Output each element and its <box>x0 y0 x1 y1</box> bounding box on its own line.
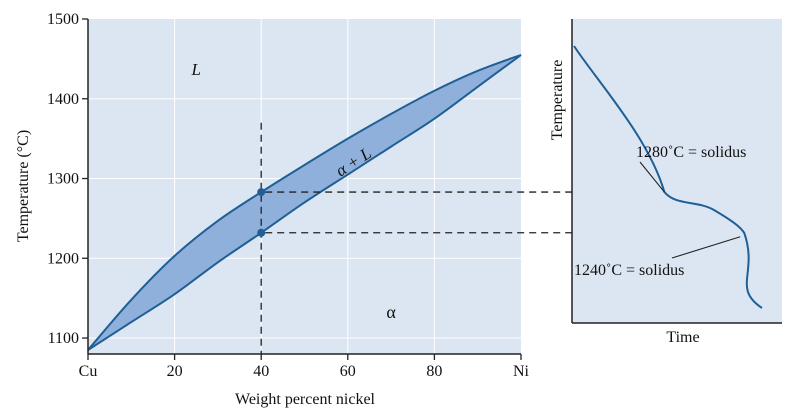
liquidus-curve <box>87 53 522 351</box>
tie-point-0 <box>257 188 266 197</box>
tie-point-1 <box>257 228 266 237</box>
phase-axes <box>82 18 522 360</box>
x-tick-label-5: Ni <box>513 363 530 380</box>
y-tick-label-3: 1400 <box>47 91 79 108</box>
cooling-curve <box>573 45 763 309</box>
cooling-curve-chart: 1280˚C = solidus 1240˚C = solidus Time T… <box>549 19 782 346</box>
annotation-1240-solidus: 1240˚C = solidus <box>574 262 684 279</box>
y-tick-labels: 1100 1200 1300 1400 1500 <box>47 11 79 347</box>
annotation-leader-1280 <box>639 161 665 193</box>
cooling-y-axis-title: Temperature <box>549 60 566 141</box>
y-tick-label-1: 1200 <box>47 250 79 267</box>
annotation-leader-1240 <box>671 236 741 259</box>
cooling-x-axis-title: Time <box>666 329 699 346</box>
y-tick-label-4: 1500 <box>47 11 79 28</box>
x-tick-label-1: 20 <box>167 363 183 380</box>
y-tick-label-2: 1300 <box>47 171 79 188</box>
x-tick-labels: Cu 20 40 60 80 Ni <box>79 363 530 380</box>
y-tick-label-0: 1100 <box>48 330 79 347</box>
x-axis-title: Weight percent nickel <box>235 391 376 408</box>
phase-points <box>257 188 266 237</box>
x-tick-label-0: Cu <box>79 363 98 380</box>
y-axis-title: Temperature (°C) <box>15 130 32 242</box>
region-label-2: α <box>386 302 396 322</box>
solidus-curve <box>87 54 522 351</box>
x-tick-label-4: 80 <box>426 363 442 380</box>
x-tick-label-2: 40 <box>253 363 269 380</box>
cooling-axes <box>571 19 782 324</box>
region-label-0: L <box>191 60 201 79</box>
annotation-1280-solidus: 1280˚C = solidus <box>636 144 746 161</box>
phase-diagram: Cu 20 40 60 80 Ni 1100 1200 1300 1400 1500 Weight… <box>15 11 530 408</box>
x-tick-label-3: 60 <box>340 363 356 380</box>
